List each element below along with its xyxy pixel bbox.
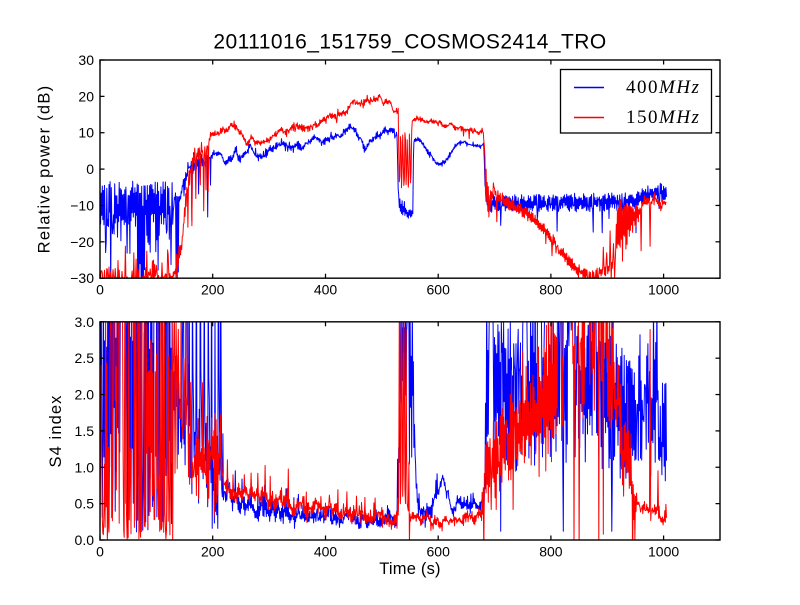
svg-text:1.0: 1.0 (75, 459, 95, 475)
svg-text:1000: 1000 (648, 282, 679, 298)
svg-text:Time (s): Time (s) (379, 560, 440, 578)
svg-text:200: 200 (201, 282, 225, 298)
svg-text:10: 10 (78, 125, 94, 141)
svg-text:−10: −10 (70, 197, 94, 213)
svg-text:0.5: 0.5 (75, 496, 95, 512)
svg-text:−20: −20 (70, 234, 94, 250)
svg-text:0: 0 (86, 161, 94, 177)
svg-text:Relative power (dB): Relative power (dB) (36, 85, 54, 254)
svg-text:1.5: 1.5 (75, 423, 95, 439)
svg-text:150MHz: 150MHz (626, 107, 700, 128)
svg-text:3.0: 3.0 (75, 314, 95, 330)
svg-text:400: 400 (314, 544, 338, 560)
svg-text:0: 0 (96, 544, 104, 560)
svg-text:S4 index: S4 index (47, 394, 65, 467)
svg-text:30: 30 (78, 52, 94, 68)
svg-text:20: 20 (78, 88, 94, 104)
svg-text:2.5: 2.5 (75, 350, 95, 366)
svg-text:600: 600 (427, 282, 451, 298)
svg-text:800: 800 (539, 282, 563, 298)
svg-text:20111016_151759_COSMOS2414_TRO: 20111016_151759_COSMOS2414_TRO (213, 30, 606, 53)
svg-text:200: 200 (201, 544, 225, 560)
svg-text:800: 800 (539, 544, 563, 560)
svg-text:0: 0 (96, 282, 104, 298)
svg-text:600: 600 (427, 544, 451, 560)
svg-text:1000: 1000 (648, 544, 679, 560)
svg-text:0.0: 0.0 (75, 532, 95, 548)
svg-text:2.0: 2.0 (75, 387, 95, 403)
svg-text:400MHz: 400MHz (626, 77, 700, 98)
svg-text:400: 400 (314, 282, 338, 298)
svg-text:−30: −30 (70, 270, 94, 286)
